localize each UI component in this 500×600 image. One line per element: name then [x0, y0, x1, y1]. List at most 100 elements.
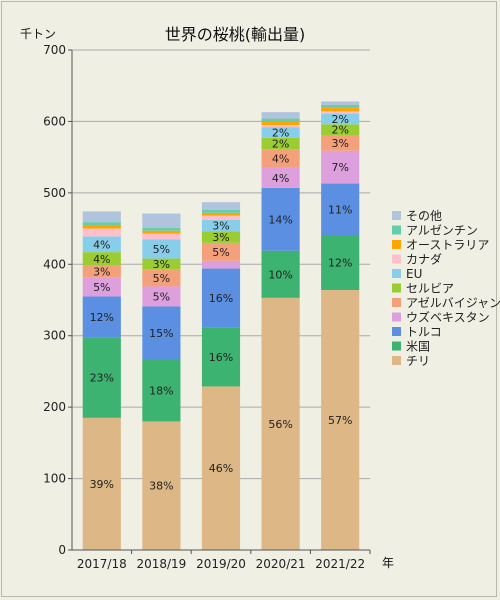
bar-segment [201, 260, 241, 269]
bar-segment [201, 242, 241, 261]
data-label: 2% [272, 127, 289, 140]
legend-label: ウズベキスタン [406, 310, 490, 325]
legend-label: その他 [406, 209, 442, 223]
bar-segment [201, 215, 241, 220]
legend-swatch [392, 312, 401, 322]
bar-segment [142, 269, 181, 287]
bar-segment [142, 421, 181, 550]
bar-segment [82, 277, 121, 297]
bar-segment [261, 149, 300, 168]
data-label: 14% [268, 213, 292, 226]
data-label: 57% [328, 414, 352, 427]
data-label: 56% [268, 418, 292, 431]
bar-segment [201, 210, 241, 213]
data-label: 16% [209, 292, 233, 305]
data-label: 12% [90, 311, 114, 324]
legend-label: カナダ [406, 252, 442, 267]
x-tick-label: 2019/20 [196, 557, 246, 571]
legend-swatch [392, 356, 401, 365]
bar-segment [201, 268, 241, 328]
bar-segment [142, 258, 181, 270]
data-label: 4% [93, 253, 110, 266]
data-label: 5% [153, 243, 170, 256]
legend-swatch [392, 341, 401, 351]
bar-segment [82, 417, 121, 550]
data-label: 10% [268, 268, 292, 281]
bar-segment [82, 265, 121, 278]
bar-segment [201, 220, 241, 232]
data-label: 7% [331, 161, 348, 174]
legend-label: オーストラリア [406, 238, 489, 252]
data-label: 3% [153, 258, 170, 271]
bar-segment [142, 286, 181, 307]
legend-label: アゼルバイジャン [406, 296, 500, 310]
bar-segment [82, 225, 121, 229]
bar-segment [321, 183, 360, 235]
bar-segment [201, 231, 241, 243]
bar-segment [261, 137, 300, 150]
data-label: 23% [90, 372, 114, 385]
bar-segment [261, 112, 300, 119]
bar-segment [82, 252, 121, 266]
bar-segment [201, 212, 241, 216]
legend-swatch [392, 298, 401, 307]
data-label: 3% [331, 137, 348, 150]
bar-segment [142, 213, 181, 228]
data-label: 18% [149, 385, 173, 398]
y-tick-label: 300 [43, 329, 66, 343]
bar-segment [321, 107, 360, 112]
y-tick-label: 100 [43, 472, 66, 486]
bar-segment [321, 235, 360, 290]
data-label: 4% [272, 172, 289, 185]
legend-label: セルビア [406, 282, 454, 296]
bar-segment [82, 236, 121, 253]
bar-segment [82, 211, 121, 223]
data-label: 15% [149, 327, 173, 340]
bar-segment [82, 296, 121, 338]
x-tick-label: 2020/21 [256, 557, 306, 571]
bar-segment [321, 111, 360, 114]
bar-segment [321, 290, 360, 550]
legend-label: 米国 [406, 340, 430, 354]
bar-segment [261, 118, 300, 122]
legend-swatch [392, 225, 401, 235]
data-label: 3% [93, 265, 110, 278]
y-tick-label: 500 [43, 186, 66, 200]
data-label: 11% [328, 203, 352, 216]
axes: 0 100 200 300 400 500 600 700 2017/18 2018/19 2019… [43, 43, 371, 571]
legend-swatch [392, 211, 401, 220]
bar-segment [261, 121, 300, 125]
bar-segment [321, 101, 360, 105]
bar-segment [321, 105, 360, 108]
legend-label: アルゼンチン [406, 224, 478, 238]
bar-segment [82, 228, 121, 237]
y-tick-label: 400 [43, 257, 66, 271]
gridlines [72, 49, 370, 480]
x-tick-label: 2017/18 [77, 557, 127, 571]
data-label: 3% [212, 231, 229, 244]
bar-segment [82, 337, 121, 418]
legend-swatch [392, 254, 401, 264]
bar-segment [321, 135, 360, 151]
bar-segment [142, 233, 181, 240]
bar-segment [201, 386, 241, 550]
data-label: 2% [272, 138, 289, 151]
legend-label: EU [406, 267, 422, 281]
bar-segment [261, 125, 300, 128]
legend-swatch [392, 283, 401, 293]
data-label: 2% [331, 124, 348, 137]
data-label: 16% [209, 351, 233, 364]
y-tick-label: 200 [43, 400, 66, 414]
legend-swatch [392, 327, 401, 336]
bar-segment [142, 360, 181, 422]
data-label: 5% [93, 281, 110, 294]
legend-label: チリ [406, 354, 430, 368]
bar-segment [142, 227, 181, 231]
data-label: 38% [149, 480, 173, 493]
data-label: 3% [212, 220, 229, 233]
bar-segment [201, 327, 241, 387]
legend-label: トルコ [406, 325, 442, 339]
bars: 39%23%12%5%3%4%4%38%18%15%5%5%3%5%46%16%… [82, 101, 360, 550]
x-tick-label: 2018/19 [136, 557, 186, 571]
